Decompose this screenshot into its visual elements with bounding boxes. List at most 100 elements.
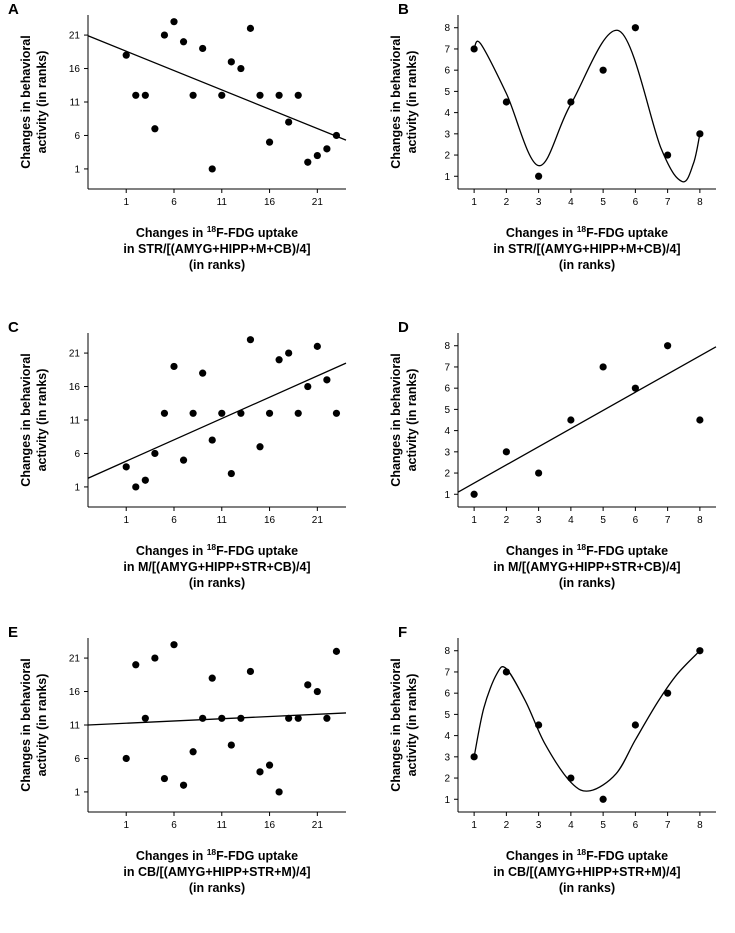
data-point	[631, 384, 639, 392]
x-tick-label: 7	[665, 197, 671, 208]
y-tick-label: 8	[444, 23, 450, 34]
data-point	[141, 91, 149, 99]
data-point	[599, 66, 607, 74]
x-axis-label: in CB/[(AMYG+HIPP+STR+M)/4]	[493, 865, 680, 879]
regression-line	[87, 362, 347, 479]
data-point	[170, 18, 178, 26]
panel-letter-f: F	[398, 624, 407, 641]
data-point	[535, 469, 543, 477]
data-point	[227, 469, 235, 478]
data-point	[179, 781, 188, 789]
data-point	[502, 448, 510, 456]
y-tick-label: 11	[70, 721, 81, 732]
x-tick-label: 6	[633, 515, 639, 526]
x-axis-label: (in ranks)	[189, 258, 245, 272]
x-tick-label: 16	[264, 197, 276, 208]
data-point	[502, 98, 510, 106]
x-axis-label: (in ranks)	[559, 576, 615, 590]
x-tick-label: 6	[633, 820, 639, 831]
x-axis-label: (in ranks)	[189, 881, 245, 895]
y-tick-label: 6	[444, 384, 450, 395]
x-axis-label: in STR/[(AMYG+HIPP+M+CB)/4]	[493, 242, 680, 256]
data-point	[160, 409, 169, 417]
y-tick-label: 21	[69, 349, 81, 360]
x-axis-label: (in ranks)	[559, 258, 615, 272]
x-tick-label: 21	[312, 515, 324, 526]
y-axis-label: activity (in ranks)	[35, 51, 49, 154]
x-axis-label: in CB/[(AMYG+HIPP+STR+M)/4]	[123, 865, 310, 879]
data-point	[631, 24, 639, 32]
x-tick-label: 7	[665, 515, 671, 526]
data-point	[237, 714, 245, 722]
data-point	[470, 45, 478, 53]
panel-f: F 1 2 3 4 5 6 7 8 1 2 3 4 5 6 7 8 Changes in behavioral ac…	[389, 624, 716, 895]
panel-b: B 1 2 3 4 5 6 7 8 1 2 3 4 5 6 7 8 Changes in behavioral ac…	[389, 1, 716, 272]
x-tick-label: 21	[312, 820, 324, 831]
data-point	[218, 714, 226, 722]
data-point	[122, 51, 130, 59]
y-axis-label: Changes in behavioral	[19, 658, 33, 791]
data-point	[285, 349, 293, 357]
y-tick-label: 4	[444, 731, 450, 742]
x-tick-label: 11	[217, 197, 228, 208]
x-tick-label: 1	[123, 197, 129, 208]
data-point	[170, 641, 178, 649]
data-point	[160, 774, 169, 783]
y-axis-label: activity (in ranks)	[405, 369, 419, 472]
data-point	[696, 647, 704, 655]
data-point	[237, 409, 245, 417]
data-point	[199, 714, 207, 722]
x-tick-label: 16	[264, 820, 276, 831]
x-tick-label: 8	[697, 820, 703, 831]
y-axis-label: activity (in ranks)	[35, 369, 49, 472]
data-point	[170, 362, 178, 371]
fit-curve	[473, 29, 701, 183]
x-tick-label: 7	[665, 820, 671, 831]
panel-letter-a: A	[8, 1, 19, 18]
y-tick-label: 11	[70, 98, 81, 109]
y-tick-label: 16	[69, 687, 81, 698]
data-point	[151, 449, 159, 458]
data-point	[179, 456, 188, 464]
y-axis-label: Changes in behavioral	[389, 35, 403, 168]
data-point	[332, 647, 341, 655]
x-axis-label: in STR/[(AMYG+HIPP+M+CB)/4]	[123, 242, 310, 256]
y-tick-label: 16	[69, 64, 81, 75]
data-point	[599, 363, 607, 371]
regression-line	[457, 346, 717, 493]
x-tick-label: 16	[264, 515, 276, 526]
data-point	[151, 654, 159, 662]
data-point	[664, 689, 672, 697]
data-point	[141, 476, 149, 484]
data-point	[132, 661, 140, 669]
x-tick-label: 1	[123, 515, 129, 526]
data-point	[199, 369, 207, 377]
y-axis-label: activity (in ranks)	[35, 674, 49, 777]
y-axis-label: activity (in ranks)	[405, 674, 419, 777]
data-point	[246, 336, 255, 344]
x-tick-label: 6	[171, 515, 177, 526]
y-axis-label: activity (in ranks)	[405, 51, 419, 154]
data-point	[535, 172, 543, 180]
x-tick-label: 3	[536, 820, 542, 831]
x-tick-label: 6	[633, 197, 639, 208]
y-tick-label: 16	[69, 382, 81, 393]
regression-line	[87, 35, 347, 141]
x-tick-label: 5	[600, 197, 606, 208]
data-point	[294, 409, 302, 417]
data-point	[567, 774, 575, 782]
y-tick-label: 3	[444, 447, 450, 458]
x-axis-label: in M/[(AMYG+HIPP+STR+CB)/4]	[123, 560, 310, 574]
data-point	[470, 753, 478, 761]
x-axis-label: Changes in 18F-FDG uptake	[506, 847, 668, 863]
x-axis-label: (in ranks)	[189, 576, 245, 590]
x-tick-label: 1	[471, 515, 477, 526]
data-point	[696, 130, 704, 138]
y-tick-label: 8	[444, 341, 450, 352]
data-point	[294, 714, 302, 722]
x-tick-label: 5	[600, 515, 606, 526]
data-point	[189, 91, 197, 99]
data-point	[208, 674, 216, 682]
data-point	[208, 436, 216, 444]
